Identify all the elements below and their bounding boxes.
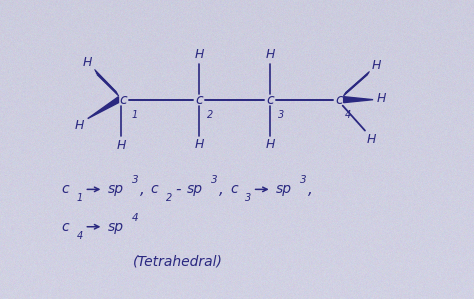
Text: 2: 2: [207, 110, 213, 120]
Text: H: H: [371, 59, 381, 72]
Text: sp: sp: [108, 182, 124, 196]
Text: 3: 3: [278, 110, 284, 120]
Text: 3: 3: [245, 193, 251, 203]
Text: c: c: [62, 220, 69, 234]
Text: c: c: [230, 182, 237, 196]
Text: 4: 4: [77, 231, 83, 241]
Text: 4: 4: [132, 213, 138, 223]
Text: c: c: [62, 182, 69, 196]
Polygon shape: [344, 97, 373, 103]
Text: ,: ,: [308, 182, 313, 197]
Text: 3: 3: [211, 176, 218, 185]
Text: H: H: [377, 92, 386, 105]
Text: H: H: [116, 139, 126, 152]
Text: ,: ,: [219, 182, 224, 197]
Text: sp: sp: [276, 182, 292, 196]
Text: 4: 4: [345, 110, 352, 120]
Text: 3: 3: [132, 176, 138, 185]
Text: 1: 1: [131, 110, 137, 120]
Polygon shape: [88, 97, 118, 119]
Text: -: -: [175, 182, 181, 197]
Text: c: c: [119, 93, 127, 107]
Text: 3: 3: [300, 176, 307, 185]
Text: c: c: [151, 182, 158, 196]
Text: c: c: [266, 93, 274, 107]
Text: H: H: [265, 138, 275, 151]
Text: (Tetrahedral): (Tetrahedral): [133, 255, 223, 269]
Text: H: H: [75, 119, 84, 132]
Text: H: H: [366, 133, 376, 146]
Text: sp: sp: [108, 220, 124, 234]
Text: sp: sp: [187, 182, 203, 196]
Text: c: c: [335, 93, 343, 107]
Text: H: H: [194, 138, 204, 151]
Text: c: c: [195, 93, 203, 107]
Text: 1: 1: [77, 193, 83, 203]
Text: H: H: [83, 56, 92, 69]
Text: ,: ,: [140, 182, 145, 197]
Text: 2: 2: [166, 193, 172, 203]
Text: H: H: [194, 48, 204, 61]
Text: H: H: [265, 48, 275, 61]
